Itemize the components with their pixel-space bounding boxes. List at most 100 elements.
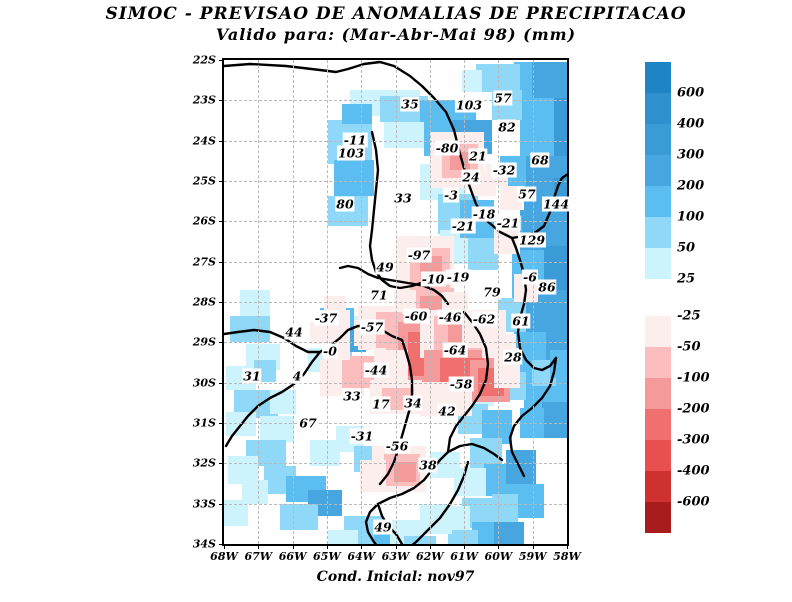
anomaly-shading-cell	[280, 504, 318, 530]
colorbar-swatch-negative	[645, 502, 671, 533]
geo-boundary-path	[446, 442, 504, 462]
initial-condition-caption: Cond. Inicial: nov97	[316, 569, 475, 585]
anomaly-shading-cell	[360, 460, 386, 492]
y-axis-label: 29S	[192, 335, 216, 349]
x-axis-label: 66W	[278, 550, 307, 563]
map-plot-area	[222, 58, 569, 546]
anomaly-value-label: 57	[517, 186, 537, 202]
x-axis-tick	[224, 544, 225, 549]
colorbar-swatch-positive	[645, 248, 671, 279]
y-axis-label: 30S	[192, 376, 216, 390]
anomaly-shading-cell	[310, 440, 340, 466]
colorbar-swatch-negative	[645, 347, 671, 378]
colorbar-swatch-positive	[645, 217, 671, 248]
x-axis-tick	[258, 544, 260, 549]
y-axis-label: 26S	[192, 214, 216, 228]
anomaly-value-label: -10	[420, 271, 446, 287]
anomaly-value-label: 44	[284, 324, 304, 340]
anomaly-shading-cell	[334, 160, 374, 196]
anomaly-value-label: 34	[403, 395, 423, 411]
geo-boundary-path	[224, 60, 514, 240]
anomaly-shading-cell	[394, 462, 416, 482]
anomaly-value-label: 103	[336, 145, 366, 161]
anomaly-value-label: 129	[517, 232, 547, 248]
anomaly-shading-cell	[492, 494, 518, 522]
anomaly-shading-cell	[328, 530, 358, 544]
anomaly-value-label: 86	[537, 279, 557, 295]
anomaly-shading-cell	[228, 456, 258, 484]
anomaly-value-label: 49	[373, 519, 393, 535]
colorbar-tick-negative: -25	[677, 308, 701, 324]
gridline-horizontal	[224, 140, 567, 142]
colorbar-swatch-positive	[645, 124, 671, 155]
anomaly-value-label: -3	[443, 187, 459, 203]
y-axis-tick	[219, 100, 224, 102]
y-axis-tick	[219, 181, 224, 182]
y-axis-label: 27S	[192, 255, 216, 269]
gridline-horizontal	[224, 382, 567, 384]
y-axis-tick	[219, 423, 224, 424]
anomaly-shading-cell	[270, 390, 296, 414]
geo-boundary-path	[508, 356, 558, 478]
y-axis-label: 22S	[192, 53, 216, 67]
x-axis-label: 61W	[450, 550, 478, 563]
anomaly-shading-cell	[310, 322, 330, 344]
geo-boundary-path	[368, 130, 426, 290]
colorbar-swatch-negative	[645, 471, 671, 502]
colorbar-tick-positive: 100	[677, 209, 705, 225]
colorbar-swatch-positive	[645, 186, 671, 217]
anomaly-value-label: -46	[437, 309, 463, 325]
anomaly-shading-cell	[506, 450, 536, 484]
anomaly-value-label: 4	[291, 368, 303, 384]
colorbar-tick-negative: -50	[677, 339, 701, 355]
x-axis-label: 65W	[313, 550, 341, 563]
gridline-horizontal	[224, 181, 567, 182]
y-axis-tick	[219, 140, 224, 142]
colorbar-swatch-positive	[645, 62, 671, 93]
colorbar-negative	[645, 316, 671, 533]
colorbar-tick-positive: 200	[677, 178, 705, 194]
gridline-horizontal	[224, 261, 567, 263]
x-axis-tick	[464, 544, 466, 549]
colorbar-swatch-negative	[645, 316, 671, 347]
y-axis-tick	[219, 60, 224, 61]
anomaly-value-label: -6	[522, 269, 538, 285]
x-axis-label: 59W	[518, 550, 547, 563]
x-axis-tick	[395, 544, 397, 549]
colorbar-swatch-negative	[645, 440, 671, 471]
anomaly-shading-cell	[462, 70, 482, 92]
anomaly-value-label: 68	[530, 152, 550, 168]
anomaly-shading-cell	[520, 98, 554, 158]
anomaly-shading-cell	[230, 316, 270, 342]
anomaly-value-label: 103	[454, 97, 484, 113]
anomaly-value-label: 31	[242, 368, 262, 384]
anomaly-shading-cell	[448, 530, 478, 544]
geo-boundary-path	[411, 460, 470, 544]
anomaly-value-label: 57	[493, 90, 513, 106]
colorbar-tick-positive: 300	[677, 147, 705, 163]
anomaly-shading-cell	[384, 122, 424, 148]
anomaly-value-label: 61	[511, 313, 531, 329]
y-axis-label: 24S	[192, 134, 216, 148]
gridline-horizontal	[224, 503, 567, 505]
anomaly-value-label: -64	[442, 342, 468, 358]
anomaly-shading-cell	[494, 522, 524, 544]
anomaly-value-label: -19	[445, 269, 471, 285]
y-axis-label: 34S	[192, 537, 216, 551]
geo-boundary-path	[446, 310, 490, 454]
anomaly-value-label: 79	[482, 284, 502, 300]
colorbar-tick-negative: -200	[677, 401, 710, 417]
gridline-horizontal	[224, 463, 567, 465]
colorbar-swatch-positive	[645, 93, 671, 124]
title-line-1: SIMOC - PREVISAO DE ANOMALIAS DE PRECIPI…	[105, 4, 687, 24]
x-axis-label: 60W	[484, 550, 513, 563]
anomaly-value-label: -21	[495, 215, 521, 231]
anomaly-shading-cell	[468, 238, 498, 270]
x-axis-label: 68W	[210, 550, 238, 563]
colorbar-tick-negative: -100	[677, 370, 710, 386]
anomaly-value-label: -80	[434, 140, 460, 156]
colorbar-tick-negative: -300	[677, 432, 710, 448]
y-axis-label: 33S	[192, 497, 216, 511]
x-axis-tick	[532, 544, 534, 549]
gridline-horizontal	[224, 221, 567, 223]
